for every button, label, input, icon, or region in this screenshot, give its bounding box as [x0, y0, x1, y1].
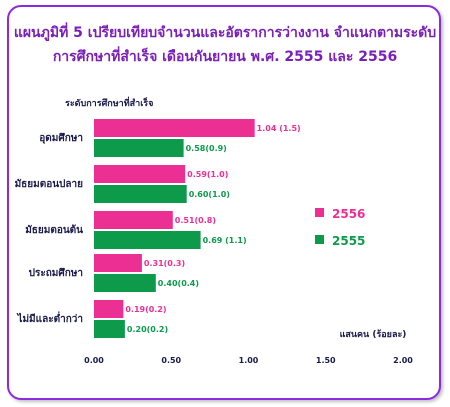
bar-2555: [94, 231, 201, 249]
x-tick-label: 0.50: [161, 356, 181, 365]
x-axis-unit-label: แสนคน (ร้อยละ): [340, 329, 407, 340]
bar-2556: [94, 211, 173, 229]
data-label-2556: 0.59(1.0): [187, 170, 228, 179]
bars-group: [94, 119, 255, 338]
data-label-2556: 1.04 (1.5): [257, 124, 301, 133]
data-label-2555: 0.69 (1.1): [203, 236, 247, 245]
bar-2556: [94, 300, 124, 318]
category-label: มัธยมตอนปลาย: [15, 178, 84, 190]
x-axis: ระดับการศึกษาที่สำเร็จ 0.00 0.50 1.00 1.50 2.…: [65, 96, 413, 365]
chart-title-line2: การศึกษาที่สำเร็จ เดือนกันยายน พ.ศ. 2555…: [52, 49, 398, 65]
bar-2555: [94, 274, 156, 292]
chart-frame: [7, 5, 441, 400]
bar-2556: [94, 165, 186, 183]
bar-2556: [94, 119, 255, 137]
legend: 2556 2555: [315, 207, 365, 248]
x-tick-label: 2.00: [393, 356, 413, 365]
bar-2556: [94, 254, 142, 272]
data-label-2555: 0.40(0.4): [158, 279, 199, 288]
x-tick-label: 0.00: [84, 356, 104, 365]
x-tick-label: 1.50: [316, 356, 336, 365]
data-label-2555: 0.20(0.2): [127, 325, 168, 334]
legend-label-2555: 2555: [332, 234, 365, 248]
chart-title-line1: แผนภูมิที่ 5 เปรียบเทียบจำนวนและอัตราการ…: [13, 25, 437, 41]
labels-group: อุดมศึกษา 1.04 (1.5) 0.58(0.9) มัธยมตอนปลาย…: [15, 124, 301, 334]
data-label-2555: 0.60(1.0): [189, 190, 230, 199]
x-tick-label: 1.00: [239, 356, 259, 365]
category-label: อุดมศึกษา: [39, 132, 83, 144]
data-label-2556: 0.51(0.8): [175, 216, 216, 225]
data-label-2556: 0.31(0.3): [144, 259, 185, 268]
category-label: ไม่มีและต่ำกว่า: [16, 311, 83, 325]
bar-2555: [94, 320, 125, 338]
legend-label-2556: 2556: [332, 207, 365, 221]
category-label: ประถมศึกษา: [29, 267, 83, 279]
data-label-2556: 0.19(0.2): [125, 305, 166, 314]
bar-2555: [94, 139, 184, 157]
bar-2555: [94, 185, 187, 203]
legend-swatch-2556: [315, 208, 324, 217]
data-label-2555: 0.58(0.9): [186, 144, 227, 153]
legend-swatch-2555: [315, 235, 324, 244]
category-label: มัธยมตอนต้น: [25, 224, 83, 236]
y-axis-title: ระดับการศึกษาที่สำเร็จ: [65, 96, 153, 109]
